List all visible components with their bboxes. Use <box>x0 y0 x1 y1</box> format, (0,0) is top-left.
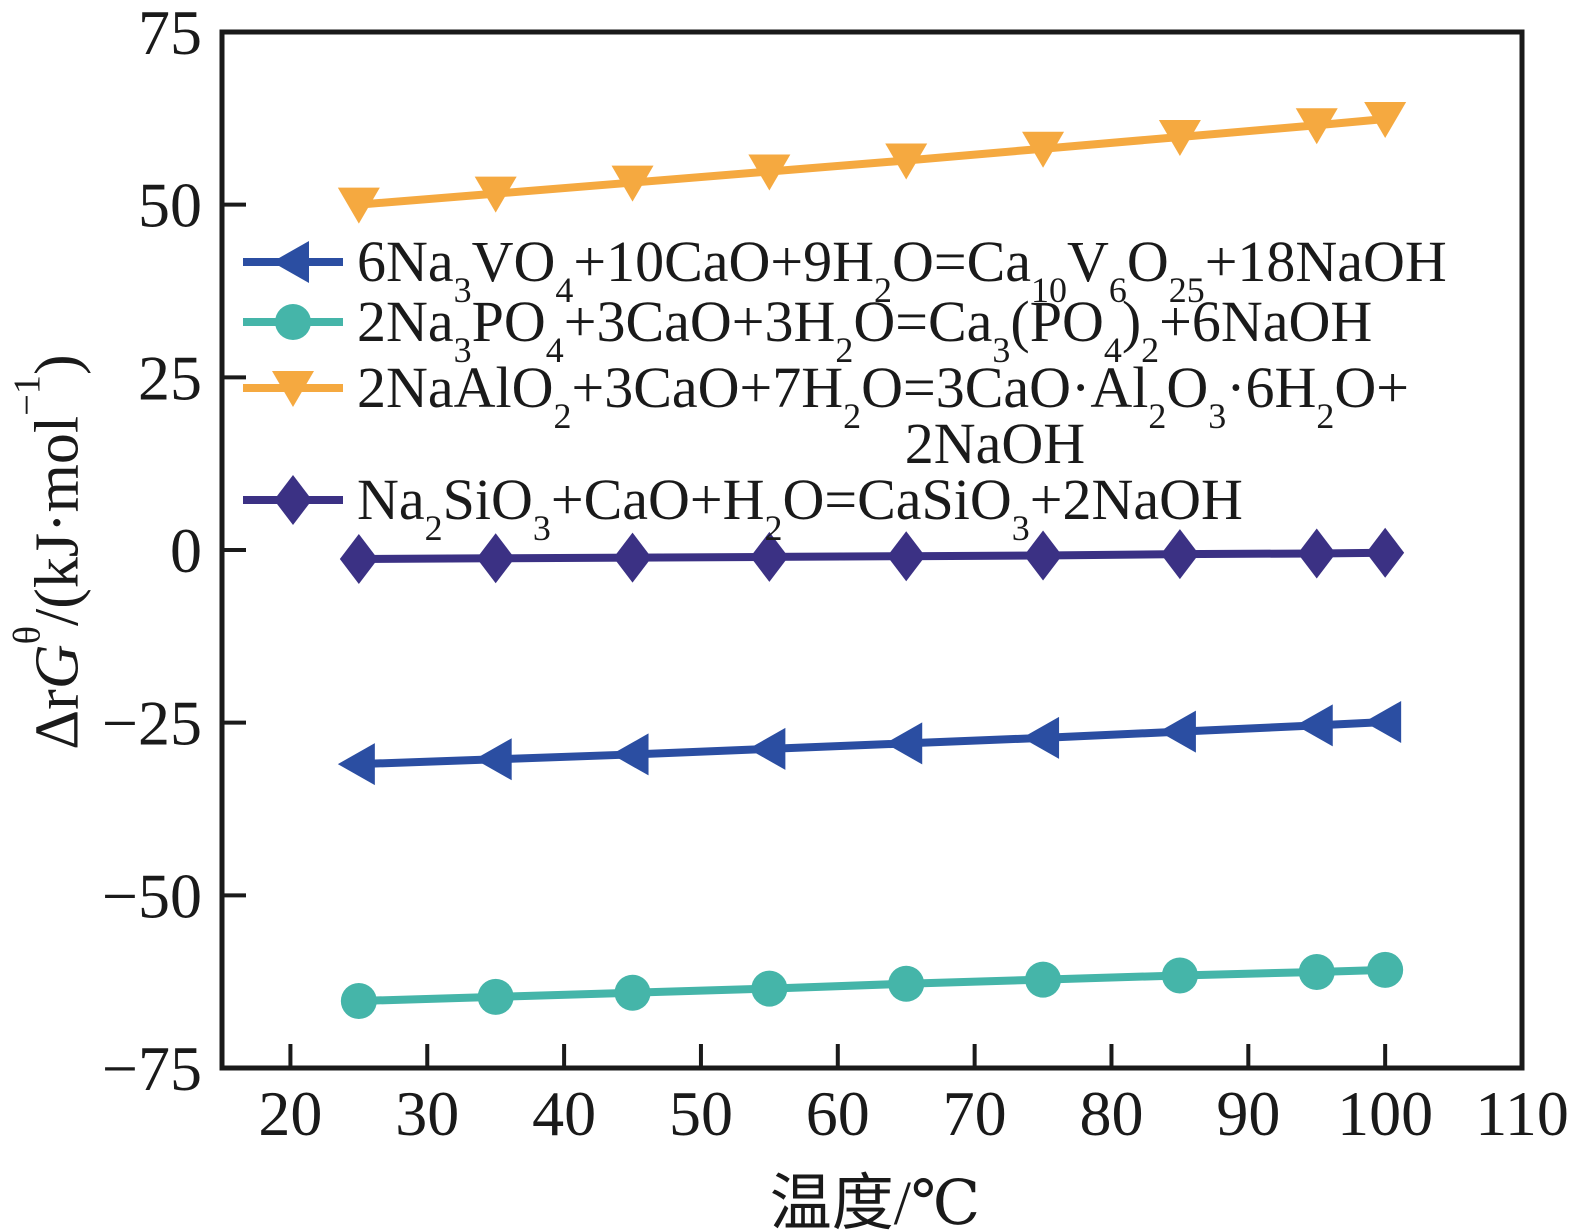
svg-text:40: 40 <box>532 1078 596 1149</box>
svg-text:50: 50 <box>138 170 202 241</box>
svg-text:30: 30 <box>395 1078 459 1149</box>
svg-text:−75: −75 <box>102 1033 202 1104</box>
svg-text:0: 0 <box>170 515 202 586</box>
svg-text:100: 100 <box>1337 1078 1433 1149</box>
y-axis-label: ΔrGθ/(kJ·mol−1) <box>6 354 92 750</box>
svg-text:75: 75 <box>138 0 202 68</box>
svg-text:−25: −25 <box>102 688 202 759</box>
svg-text:70: 70 <box>943 1078 1007 1149</box>
svg-text:90: 90 <box>1216 1078 1280 1149</box>
svg-text:50: 50 <box>669 1078 733 1149</box>
svg-text:20: 20 <box>258 1078 322 1149</box>
svg-text:60: 60 <box>806 1078 870 1149</box>
svg-text:25: 25 <box>138 342 202 413</box>
svg-text:110: 110 <box>1475 1078 1569 1149</box>
svg-text:−50: −50 <box>102 860 202 931</box>
svg-text:80: 80 <box>1079 1078 1143 1149</box>
x-axis-label: 温度/℃ <box>769 1170 981 1231</box>
